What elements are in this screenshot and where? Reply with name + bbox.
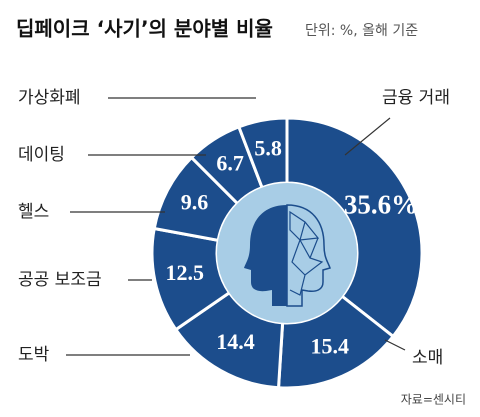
value-label: 15.4 <box>310 333 349 358</box>
chart-subtitle: 단위: %, 올해 기준 <box>305 23 418 39</box>
category-label: 헬스 <box>18 202 49 222</box>
value-label: 14.4 <box>216 329 255 354</box>
value-label: 6.7 <box>216 150 244 175</box>
donut <box>150 116 424 390</box>
value-label: 35.6% <box>344 190 418 220</box>
value-label: 9.6 <box>181 189 209 214</box>
leader-line <box>344 117 391 156</box>
category-label: 데이팅 <box>18 145 65 165</box>
source: 자료=센시티 <box>401 393 466 407</box>
face-icon <box>217 183 357 323</box>
category-label: 공공 보조금 <box>18 270 102 290</box>
leader-lines <box>66 97 406 356</box>
category-label: 도박 <box>18 345 50 365</box>
category-label: 소매 <box>412 348 443 368</box>
leader-line <box>384 339 406 351</box>
chart-title: 딥페이크 ‘사기’의 분야별 비율 <box>16 17 273 41</box>
category-label: 금융 거래 <box>382 88 450 108</box>
category-label: 가상화폐 <box>18 88 81 108</box>
value-label: 12.5 <box>166 260 205 285</box>
value-label: 5.8 <box>254 135 282 160</box>
